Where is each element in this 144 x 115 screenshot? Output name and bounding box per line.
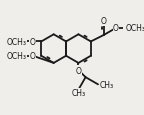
Text: OCH₃: OCH₃ [6,52,26,61]
Text: OCH₃: OCH₃ [125,24,144,33]
Text: O: O [30,38,36,47]
Text: O: O [30,52,36,61]
Text: CH₃: CH₃ [71,89,86,98]
Text: O: O [101,17,107,26]
Text: O: O [113,24,119,33]
Text: O: O [75,66,81,75]
Text: OCH₃: OCH₃ [6,38,26,47]
Text: CH₃: CH₃ [100,80,114,89]
